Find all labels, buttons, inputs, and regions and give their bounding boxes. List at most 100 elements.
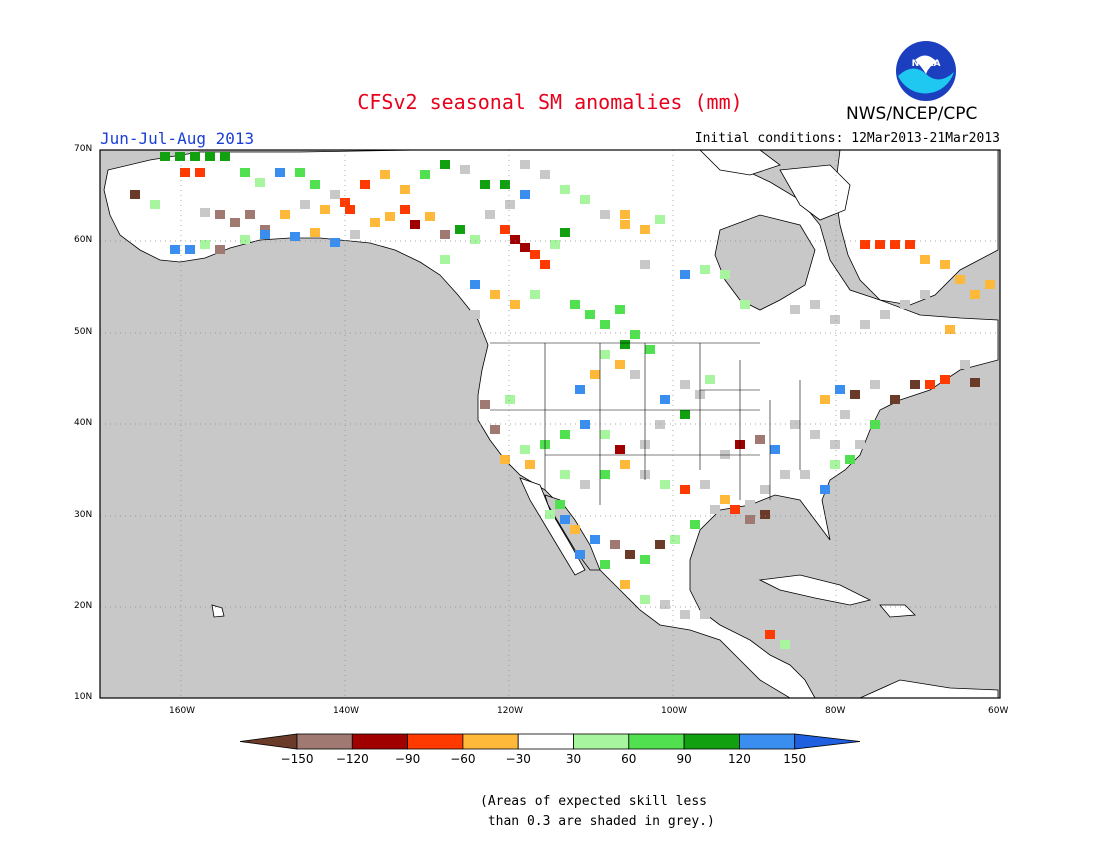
anomaly-cell [730,505,740,514]
cuba-land [758,574,872,606]
anomaly-cell [530,250,540,259]
anomaly-cell [575,550,585,559]
anomaly-cell [480,180,490,189]
anomaly-cell [520,445,530,454]
anomaly-cell [620,210,630,219]
anomaly-cell [615,360,625,369]
anomaly-cell [690,520,700,529]
anomaly-cell [310,228,320,237]
anomaly-cell [830,440,840,449]
anomaly-cell [215,210,225,219]
anomaly-cell [920,255,930,264]
anomaly-cell [510,235,520,244]
anomaly-cell [800,470,810,479]
anomaly-cell [520,160,530,169]
anomaly-cell [520,243,530,252]
anomaly-cell [545,510,555,519]
color-legend: −150 −120 −90 −60 −30 30 60 90 120 150 [239,733,861,766]
baja-land [519,477,586,576]
anomaly-cell [960,360,970,369]
anomaly-cell [470,280,480,289]
legend-labels: −150 −120 −90 −60 −30 30 60 90 120 150 [281,752,807,766]
anomaly-cell [710,505,720,514]
legend-tick-label: −60 [450,752,475,766]
anomaly-cell [830,315,840,324]
legend-tick-label: −120 [336,752,369,766]
anomaly-cell [700,610,710,619]
anomaly-cell [780,640,790,649]
anomaly-cell [590,370,600,379]
anomaly-cell [550,240,560,249]
anomaly-cell [295,168,305,177]
anomaly-cell [420,170,430,179]
anomaly-cell [575,385,585,394]
anomaly-cell [600,470,610,479]
anomaly-cell [170,245,180,254]
anomaly-cell [440,160,450,169]
anomaly-cell [480,400,490,409]
anomaly-cell [410,220,420,229]
lat-label: 50N [74,327,93,337]
anomaly-cell [760,510,770,519]
baffin-island [779,164,851,221]
legend-swatch [351,733,408,750]
anomaly-cells [130,152,995,664]
anomaly-cell [255,178,265,187]
legend-swatch [628,733,685,750]
anomaly-cell [740,300,750,309]
anomaly-cell [820,485,830,494]
anomaly-cell [185,245,195,254]
anomaly-cell [570,525,580,534]
anomaly-cell [330,190,340,199]
anomaly-cell [820,395,830,404]
anomaly-cell [560,430,570,439]
anomaly-cell [190,152,200,161]
lon-label: 60W [988,706,1009,716]
anomaly-cell [455,225,465,234]
anomaly-cell [150,200,160,209]
hispaniola-land [879,604,916,618]
anomaly-cell [510,300,520,309]
anomaly-cell [485,210,495,219]
anomaly-cell [900,300,910,309]
anomaly-cell [400,185,410,194]
anomaly-cell [505,395,515,404]
anomaly-cell [620,220,630,229]
anomaly-cell [630,330,640,339]
anomaly-cell [350,230,360,239]
anomaly-cell [280,210,290,219]
anomaly-cell [230,218,240,227]
anomaly-cell [380,170,390,179]
forecast-period: Jun-Jul-Aug 2013 [100,129,255,148]
anomaly-cell [560,228,570,237]
anomaly-cell [215,245,225,254]
anomaly-cell [720,270,730,279]
anomaly-cell [945,325,955,334]
anomaly-cell [450,300,460,309]
anomaly-cell [600,320,610,329]
anomaly-cell [205,152,215,161]
anomaly-cell [880,310,890,319]
anomaly-cell [745,515,755,524]
anomaly-cell [700,265,710,274]
anomaly-cell [180,168,190,177]
anomaly-cell [810,300,820,309]
anomaly-cell [700,480,710,489]
legend-tick-label: 90 [676,752,691,766]
anomaly-cell [680,410,690,419]
anomaly-cell [300,200,310,209]
anomaly-cell [670,535,680,544]
anomaly-cell [570,300,580,309]
anomaly-cell [580,420,590,429]
anomaly-cell [525,460,535,469]
noaa-logo-text: NOAA [912,59,941,69]
legend-swatch [573,733,630,750]
anomaly-cell [260,225,270,234]
anomaly-cell [760,485,770,494]
noaa-logo: NOAA [896,41,956,101]
legend-swatch [739,733,796,750]
anomaly-cell [560,185,570,194]
legend-swatch [683,733,740,750]
anomaly-cell [275,168,285,177]
legend-tick-label: 120 [728,752,751,766]
